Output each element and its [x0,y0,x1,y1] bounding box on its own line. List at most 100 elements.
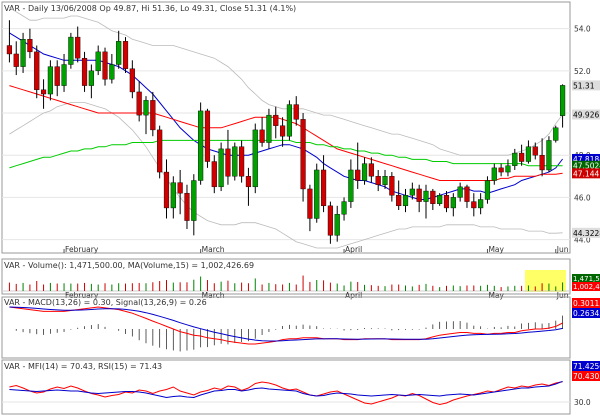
volume-month-label: May [488,291,504,300]
volume-value-tag [572,274,600,283]
price-value-label: 47.1441 [573,169,600,178]
candle-body [334,214,340,236]
candle-body [54,66,60,86]
candle [539,138,545,177]
candle-body [464,186,470,202]
candle [61,53,67,92]
oscillator-y-tick-label: 30.0 [574,398,591,407]
candle-body [136,91,142,116]
candle-body [204,110,211,162]
price-candles [6,20,566,244]
price-x-axis: February March April May Jun [63,245,569,254]
candle [54,60,60,97]
candle [273,106,279,139]
macd-value-tag [572,298,600,308]
candle [157,125,163,179]
price-value-label: 44.3228 [573,229,600,238]
bollinger-lower-line [9,102,563,249]
candle [396,180,402,211]
candle-body [519,152,525,162]
candle-body [314,169,320,219]
candle [484,176,491,204]
candle-body [81,57,88,86]
candle-body [279,125,286,137]
candle [553,125,559,143]
price-y-tick-label: 44.0 [574,236,591,245]
price-y-tick-label: 52.0 [574,67,591,76]
candle-body [95,51,101,72]
candle-body [232,146,238,177]
candle [389,172,395,202]
ma-200-line [9,139,563,169]
candle [279,117,286,147]
candle-body [245,176,252,188]
volume-month-label: April [345,291,362,300]
candle-body [40,89,47,95]
candle-body [416,188,422,202]
candle-body [198,110,204,181]
candle [211,155,217,194]
candle [191,174,197,236]
candle-body [259,129,265,143]
candle-body [177,182,183,194]
ma-20-line [9,32,563,200]
volume-value-tag [572,282,600,291]
oscillator-value-label: 70.4305 [573,372,600,381]
candle [286,100,293,141]
price-panel-title: VAR - Daily 13/06/2008 Op 49.87, Hi 51.3… [4,4,296,13]
price-value-label: 51.31 [573,81,595,90]
candle [81,51,88,92]
price-value-tag [572,160,600,171]
candle-body [525,146,532,162]
candle-body [307,188,313,219]
macd-panel-title: VAR - MACD(13,26) = 0.30, Signal(13,26,9… [4,298,207,307]
candle [184,184,190,230]
month-label: Jun [556,245,569,254]
candle-body [163,171,170,209]
oscillator-right-axis: 71.425670.4305 30.0 [572,361,600,407]
candle-body [170,182,176,209]
price-value-tag [572,168,600,179]
candle [102,47,108,86]
price-value-label: 49.9261 [573,110,600,119]
candle-body [443,195,450,209]
candle [225,129,231,185]
candle-body [382,176,388,185]
candle [204,108,211,168]
candle [382,169,388,189]
candle [6,20,13,63]
candle [129,60,135,99]
candle [443,191,450,213]
candle-body [13,53,19,67]
candle [198,102,204,185]
candle [40,79,47,109]
macd-value-label: 0.30115 [573,299,600,308]
candle [116,30,122,69]
candle [68,32,74,69]
candle [300,113,306,202]
macd-right-axis: 0.301150.26343 [572,298,600,318]
candle-body [355,169,361,181]
candle-body [423,190,429,202]
candle-body [109,64,115,80]
candle-body [225,148,231,177]
candle-body [27,39,33,53]
candle-body [532,146,538,156]
oscillator-panel: VAR - MFI(14) = 70.43, RSI(15) = 71.43 7… [1,359,600,415]
macd-line [9,306,563,345]
candle [450,193,456,217]
candle-body [320,169,327,207]
oscillator-value-tag [572,361,600,371]
candle-body [116,41,122,65]
candle-body [47,66,53,95]
price-panel-frame [1,1,571,254]
macd-value-label: 0.26343 [573,309,600,318]
candle-body [75,36,81,59]
candle [423,184,429,219]
candle-body [375,176,381,185]
volume-value-label: 1,002,42 [573,283,600,291]
